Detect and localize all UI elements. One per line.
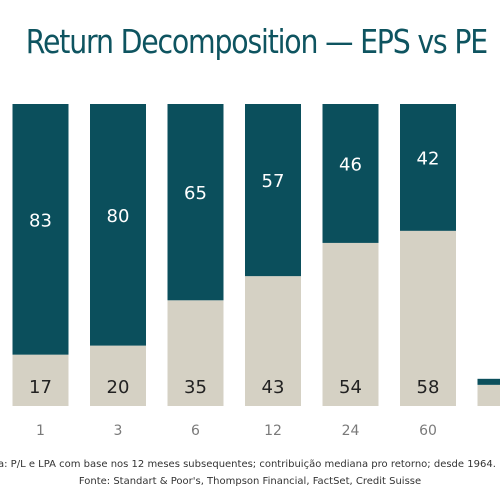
data-label-eps-3: 35 bbox=[184, 377, 207, 398]
data-label-pe-4: 57 bbox=[262, 171, 285, 192]
bar-segment-pe-1 bbox=[12, 104, 69, 355]
segment-labels-layer: 17832080356543575446584272 bbox=[29, 148, 500, 398]
bar-segment-eps-5 bbox=[322, 242, 379, 406]
data-label-pe-6: 42 bbox=[417, 148, 440, 169]
bars-layer bbox=[12, 104, 500, 406]
x-tick-label-3: 6 bbox=[191, 423, 200, 439]
data-label-eps-4: 43 bbox=[262, 377, 285, 398]
footnote: a: P/L e LPA com base nos 12 meses subse… bbox=[0, 459, 496, 470]
source-note: Fonte: Standart & Poor's, Thompson Finan… bbox=[78, 476, 422, 487]
bar-segment-pe-6 bbox=[400, 104, 456, 231]
chart-title: Return Decomposition — EPS vs PE bbox=[25, 22, 488, 61]
data-label-eps-6: 58 bbox=[417, 377, 440, 398]
bar-segment-eps-2 bbox=[90, 345, 146, 406]
data-label-eps-2: 20 bbox=[107, 377, 130, 398]
data-label-eps-5: 54 bbox=[339, 377, 362, 398]
x-tick-label-4: 12 bbox=[264, 423, 282, 439]
x-tick-label-2: 3 bbox=[114, 423, 123, 439]
data-label-pe-1: 83 bbox=[29, 210, 52, 231]
bar-segment-eps-3 bbox=[167, 300, 224, 406]
bar-segment-pe-5 bbox=[322, 104, 379, 243]
bar-segment-pe-7 bbox=[477, 378, 500, 385]
x-tick-label-1: 1 bbox=[36, 423, 45, 439]
bar-segment-eps-1 bbox=[12, 354, 69, 406]
data-label-pe-5: 46 bbox=[339, 154, 362, 175]
bar-segment-eps-7 bbox=[477, 384, 500, 406]
x-tick-label-5: 24 bbox=[342, 423, 360, 439]
bar-segment-eps-4 bbox=[245, 276, 301, 406]
bar-segment-eps-6 bbox=[400, 230, 456, 406]
data-label-pe-3: 65 bbox=[184, 183, 207, 204]
data-label-pe-2: 80 bbox=[107, 206, 130, 227]
bar-segment-pe-4 bbox=[245, 104, 301, 277]
data-label-eps-1: 17 bbox=[29, 377, 52, 398]
x-tick-label-6: 60 bbox=[419, 423, 437, 439]
x-tick-labels-layer: 1 3 6 12 24 60 bbox=[36, 423, 437, 439]
bar-segment-pe-3 bbox=[167, 104, 224, 301]
bar-segment-pe-2 bbox=[90, 104, 146, 346]
